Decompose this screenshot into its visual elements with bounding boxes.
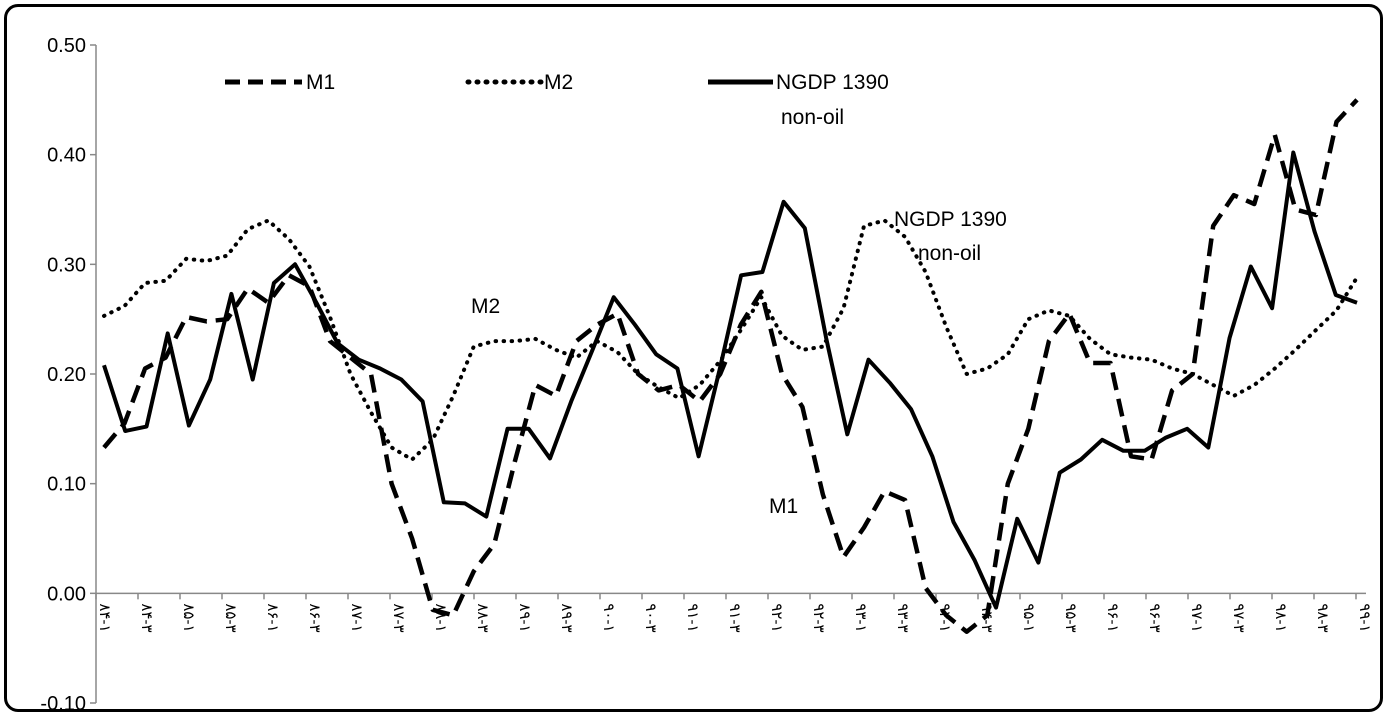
- y-tick-label: 0.00: [47, 583, 86, 605]
- legend-label-m1: M1: [306, 71, 335, 94]
- annotation-m1: M1: [769, 495, 798, 518]
- y-tick-label: 0.20: [47, 364, 86, 386]
- x-tick-label: ۹۶-۳: [1146, 603, 1163, 632]
- x-tick-label: ۸۸-۳: [474, 603, 491, 632]
- y-tick-label: -0.10: [40, 693, 86, 715]
- legend-label-ngdp-line2: non-oil: [781, 106, 844, 129]
- x-tick-label: ۸۶-۱: [264, 603, 281, 632]
- y-tick-label: 0.50: [47, 35, 86, 57]
- x-tick-label: ۹۵-۳: [1062, 603, 1079, 632]
- annotations: M2 M1 NGDP 1390 non-oil: [471, 208, 1007, 518]
- y-tick-label: 0.30: [47, 254, 86, 276]
- x-tick-label: ۹۷-۱: [1188, 603, 1205, 632]
- legend-label-ngdp-line1: NGDP 1390: [776, 71, 889, 94]
- annotation-m2: M2: [471, 295, 500, 318]
- x-tick-label: ۹۳-۳: [894, 603, 911, 632]
- x-tick-label: ۹۰-۳: [642, 603, 659, 632]
- y-tick-label: 0.40: [47, 145, 86, 167]
- series-lines: [102, 98, 1359, 634]
- x-tick-label: ۹۷-۳: [1230, 603, 1247, 632]
- x-tick-label: ۹۳-۱: [852, 603, 869, 632]
- x-tick-label: ۸۹-۱: [516, 603, 533, 632]
- legend-label-m2: M2: [544, 71, 573, 94]
- x-tick-label: ۸۴-۳: [138, 603, 155, 632]
- y-tick-labels: 0.50 0.40 0.30 0.20 0.10 0.00 -0.10: [40, 35, 96, 715]
- x-tick-label: ۸۷-۱: [348, 603, 365, 632]
- x-tick-label: ۹۵-۱: [1020, 603, 1037, 632]
- x-tick-label: ۹۶-۱: [1104, 603, 1121, 632]
- x-tick-label: ۹۲-۱: [768, 603, 785, 632]
- annotation-ngdp-line2: non-oil: [918, 242, 981, 265]
- y-tick-label: 0.10: [47, 474, 86, 496]
- x-tick-label: ۹۴-۱: [936, 603, 953, 632]
- x-tick-labels: ۸۴-۱ ۸۴-۳ ۸۵-۱ ۸۵-۳ ۸۶-۱ ۸۶-۳ ۸۷-۱ ۸۷-۳ ۸۸-۱ ۸۸-۳…: [95, 593, 1373, 633]
- x-tick-label: ۸۴-۱: [96, 603, 113, 632]
- x-tick-label: ۸۵-۱: [180, 603, 197, 632]
- x-tick-label: ۹۸-۳: [1314, 603, 1331, 632]
- x-tick-label: ۹۰-۱: [600, 603, 617, 632]
- legend: M1 M2 NGDP 1390 non-oil: [225, 71, 889, 129]
- x-tick-label: ۹۱-۳: [726, 603, 743, 632]
- x-tick-label: ۹۱-۱: [684, 603, 701, 632]
- x-tick-label: ۸۷-۳: [390, 603, 407, 632]
- x-tick-label: ۸۶-۳: [306, 603, 323, 632]
- x-tick-label: ۸۸-۱: [432, 603, 449, 632]
- x-tick-label: ۹۸-۱: [1272, 603, 1289, 632]
- series-line-m2: [102, 218, 1359, 462]
- x-tick-label: ۹۲-۳: [810, 603, 827, 632]
- x-tick-label: ۹۹-۱: [1356, 603, 1373, 632]
- x-tick-label: ۸۹-۳: [558, 603, 575, 632]
- series-line-ngdp-1390-non-oil: [102, 150, 1358, 610]
- annotation-ngdp-line1: NGDP 1390: [894, 208, 1007, 231]
- x-tick-label: ۸۵-۳: [222, 603, 239, 632]
